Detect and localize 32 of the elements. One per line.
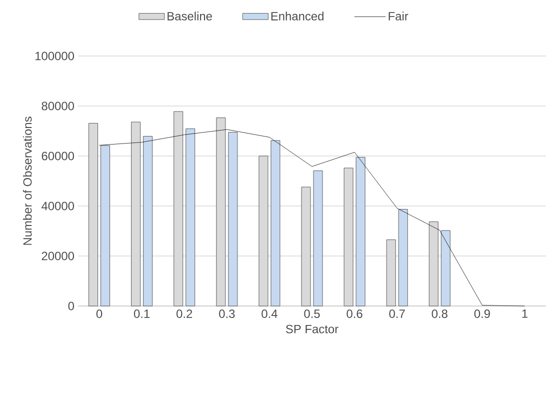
y-tick-label: 60000: [42, 152, 74, 160]
bar: [143, 136, 153, 306]
x-tick-label: 0.9: [474, 310, 490, 318]
y-tick-label: 80000: [42, 102, 74, 110]
y-axis-title: Number of Observations: [22, 116, 32, 245]
x-tick-label: 0.3: [219, 310, 235, 318]
bar: [186, 128, 196, 306]
bar: [398, 209, 408, 306]
line-series: [99, 129, 525, 306]
y-tick-label: 0: [68, 302, 74, 310]
x-tick-label: 0.7: [389, 310, 405, 318]
legend-label: Baseline: [168, 12, 212, 20]
x-tick-label: 0: [96, 310, 102, 318]
bar: [440, 230, 450, 306]
x-tick-label: 1: [522, 310, 528, 318]
x-tick-label: 0.5: [304, 310, 320, 318]
bar: [228, 132, 238, 306]
y-tick-label: 100000: [35, 52, 74, 60]
x-axis-title: SP Factor: [286, 324, 338, 334]
x-tick-label: 0.4: [262, 310, 278, 318]
x-tick-label: 0.8: [432, 310, 448, 318]
y-tick-label: 20000: [42, 252, 74, 260]
bar: [100, 145, 110, 306]
x-tick-label: 0.2: [176, 310, 192, 318]
x-tick-label: 0.1: [134, 310, 150, 318]
bar: [270, 140, 280, 306]
y-tick-label: 40000: [42, 202, 74, 210]
legend-label: Enhanced: [271, 12, 324, 20]
bar: [356, 157, 366, 306]
bar: [313, 170, 323, 306]
legend-label: Fair: [388, 12, 408, 20]
x-tick-label: 0.6: [346, 310, 362, 318]
